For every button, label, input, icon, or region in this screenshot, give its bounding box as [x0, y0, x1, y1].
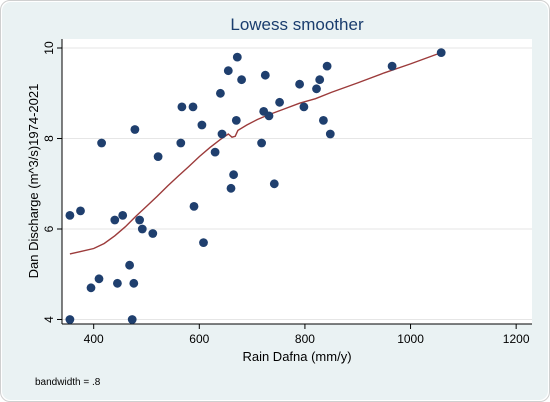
data-point — [226, 183, 236, 193]
data-point — [188, 102, 198, 112]
x-tick-label: 1000 — [397, 332, 424, 346]
grid-lines — [62, 47, 532, 320]
data-point — [264, 111, 274, 121]
data-point — [237, 75, 247, 85]
data-point — [216, 88, 225, 98]
data-point — [275, 97, 284, 107]
data-point — [177, 102, 187, 112]
data-point — [229, 170, 239, 180]
data-point — [223, 66, 233, 76]
data-point — [315, 75, 325, 85]
y-tick-label: 8 — [42, 135, 56, 142]
data-point — [97, 138, 106, 148]
data-point — [110, 215, 120, 225]
x-tick-label: 400 — [84, 332, 104, 346]
data-point — [65, 315, 75, 324]
x-tick-label: 600 — [189, 332, 209, 346]
axes: 4 6 8 10 400 600 800 1000 1200 — [42, 39, 532, 346]
data-point — [217, 129, 227, 139]
bandwidth-note: bandwidth = .8 — [35, 377, 101, 388]
data-point — [129, 278, 139, 288]
data-point — [113, 278, 122, 288]
data-point — [76, 206, 85, 216]
data-point — [232, 52, 242, 62]
x-tick-label: 1200 — [503, 332, 530, 346]
data-point — [125, 260, 134, 270]
data-point — [319, 116, 328, 125]
x-axis-label: Rain Dafna (mm/y) — [242, 349, 351, 364]
y-tick-label: 10 — [42, 41, 56, 55]
data-point — [295, 79, 304, 89]
data-point — [127, 315, 137, 324]
data-point — [199, 238, 208, 248]
y-axis-label: Dan Discharge (m^3/s)1974-2021 — [26, 84, 41, 279]
data-point — [387, 61, 397, 71]
data-point — [322, 61, 332, 71]
data-point — [189, 202, 199, 211]
scatter-points — [65, 48, 446, 324]
data-point — [436, 48, 446, 57]
data-point — [269, 179, 279, 189]
data-point — [135, 215, 145, 225]
data-point — [137, 224, 147, 234]
data-point — [260, 70, 270, 80]
data-point — [325, 129, 335, 139]
data-point — [148, 229, 158, 238]
data-point — [118, 211, 128, 220]
data-point — [197, 120, 207, 130]
x-tick-label: 800 — [295, 332, 315, 346]
data-point — [153, 152, 163, 162]
data-point — [231, 116, 241, 125]
data-point — [94, 274, 104, 284]
data-point — [257, 138, 266, 148]
data-point — [130, 125, 140, 134]
data-point — [65, 211, 75, 220]
y-tick-label: 6 — [42, 225, 56, 232]
data-point — [210, 147, 220, 157]
y-tick-label: 4 — [42, 316, 56, 323]
data-point — [312, 84, 321, 94]
data-point — [176, 138, 186, 148]
data-point — [86, 283, 96, 293]
chart-title: Lowess smoother — [230, 15, 364, 34]
data-point — [299, 102, 309, 112]
